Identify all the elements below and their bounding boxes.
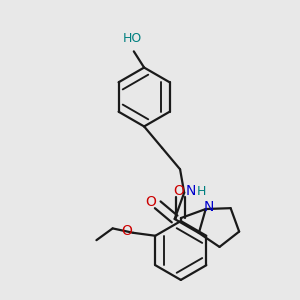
Text: O: O: [145, 196, 156, 209]
Text: O: O: [121, 224, 132, 238]
Text: N: N: [185, 184, 196, 198]
Text: O: O: [173, 184, 184, 198]
Text: HO: HO: [123, 32, 142, 45]
Text: H: H: [196, 185, 206, 198]
Text: N: N: [204, 200, 214, 214]
